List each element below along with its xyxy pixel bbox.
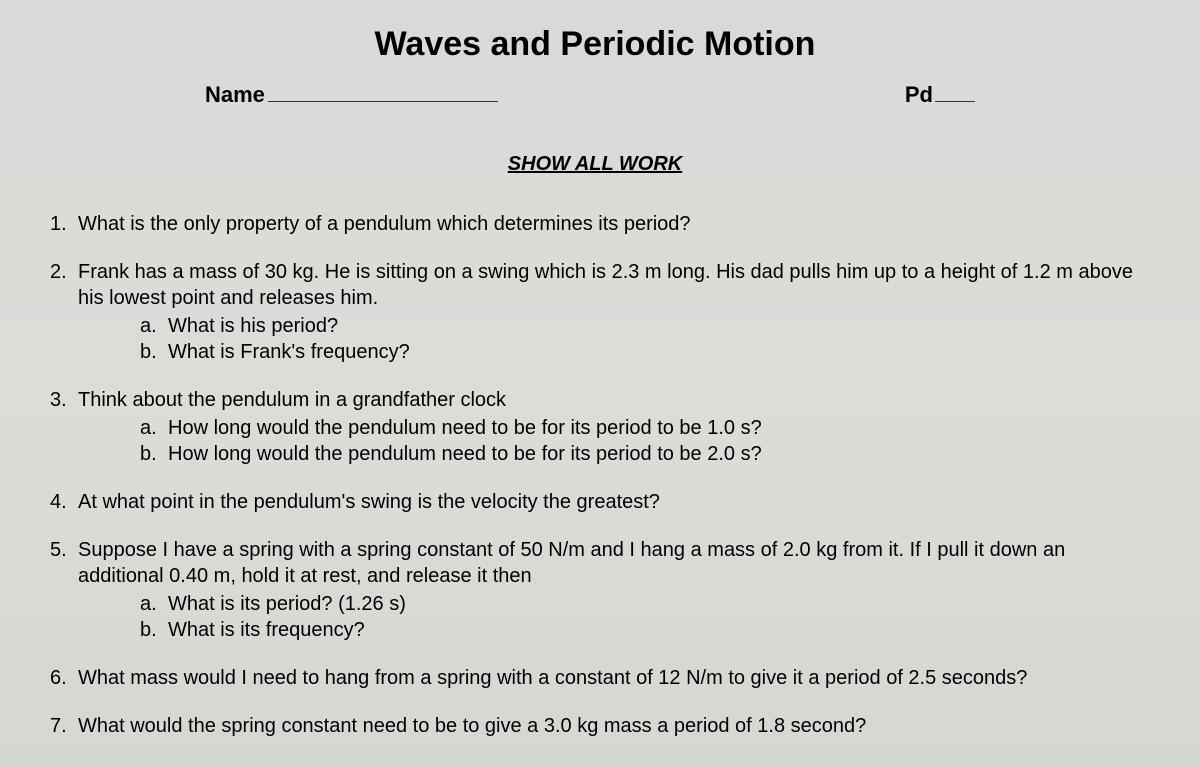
question-number: 3. [50,387,78,467]
question-body: Suppose I have a spring with a spring co… [78,537,1150,643]
question-body: What mass would I need to hang from a sp… [78,665,1150,691]
question-body: Frank has a mass of 30 kg. He is sitting… [78,259,1150,365]
sub-question: a.How long would the pendulum need to be… [140,415,1150,441]
sub-question-text: How long would the pendulum need to be f… [168,441,762,467]
pd-blank-line [935,101,975,102]
question-number: 2. [50,259,78,365]
pd-label: Pd [905,82,933,108]
pd-field: Pd [905,82,975,108]
sub-question-list: a.How long would the pendulum need to be… [78,415,1150,467]
sub-question-text: What is its frequency? [168,617,365,643]
question: 3.Think about the pendulum in a grandfat… [30,387,1160,467]
question: 7.What would the spring constant need to… [30,713,1160,739]
question-text: What is the only property of a pendulum … [78,213,691,235]
question-text: At what point in the pendulum's swing is… [78,491,660,513]
question-body: What is the only property of a pendulum … [78,211,1150,237]
question-body: What would the spring constant need to b… [78,713,1150,739]
sub-question-letter: a. [140,313,168,339]
sub-question-text: What is Frank's frequency? [168,339,410,365]
sub-question-letter: a. [140,415,168,441]
sub-question-list: a.What is his period?b.What is Frank's f… [78,313,1150,365]
sub-question-letter: b. [140,339,168,365]
worksheet-title: Waves and Periodic Motion [30,25,1160,64]
sub-question: a.What is its period? (1.26 s) [140,591,1150,617]
question-text: Think about the pendulum in a grandfathe… [78,389,506,411]
sub-question: b.How long would the pendulum need to be… [140,441,1150,467]
question-number: 6. [50,665,78,691]
name-pd-row: Name Pd [30,82,1160,108]
question-body: Think about the pendulum in a grandfathe… [78,387,1150,467]
question-number: 4. [50,489,78,515]
name-label: Name [205,82,265,108]
sub-question: a.What is his period? [140,313,1150,339]
question-text: Frank has a mass of 30 kg. He is sitting… [78,261,1133,309]
question-body: At what point in the pendulum's swing is… [78,489,1150,515]
sub-question-list: a.What is its period? (1.26 s)b.What is … [78,591,1150,643]
question-text: What mass would I need to hang from a sp… [78,667,1027,689]
question: 6.What mass would I need to hang from a … [30,665,1160,691]
question-number: 7. [50,713,78,739]
question-text: What would the spring constant need to b… [78,715,866,737]
sub-question: b.What is Frank's frequency? [140,339,1150,365]
question: 1.What is the only property of a pendulu… [30,211,1160,237]
sub-question-letter: b. [140,617,168,643]
name-field: Name [205,82,498,108]
question: 4.At what point in the pendulum's swing … [30,489,1160,515]
questions-container: 1.What is the only property of a pendulu… [30,211,1160,739]
sub-question: b.What is its frequency? [140,617,1150,643]
question-text: Suppose I have a spring with a spring co… [78,539,1065,587]
question-number: 5. [50,537,78,643]
sub-question-text: What is his period? [168,313,338,339]
sub-question-letter: a. [140,591,168,617]
instruction-text: SHOW ALL WORK [30,153,1160,176]
sub-question-letter: b. [140,441,168,467]
sub-question-text: What is its period? (1.26 s) [168,591,406,617]
question: 2.Frank has a mass of 30 kg. He is sitti… [30,259,1160,365]
sub-question-text: How long would the pendulum need to be f… [168,415,762,441]
name-blank-line [268,101,498,102]
question-number: 1. [50,211,78,237]
question: 5.Suppose I have a spring with a spring … [30,537,1160,643]
